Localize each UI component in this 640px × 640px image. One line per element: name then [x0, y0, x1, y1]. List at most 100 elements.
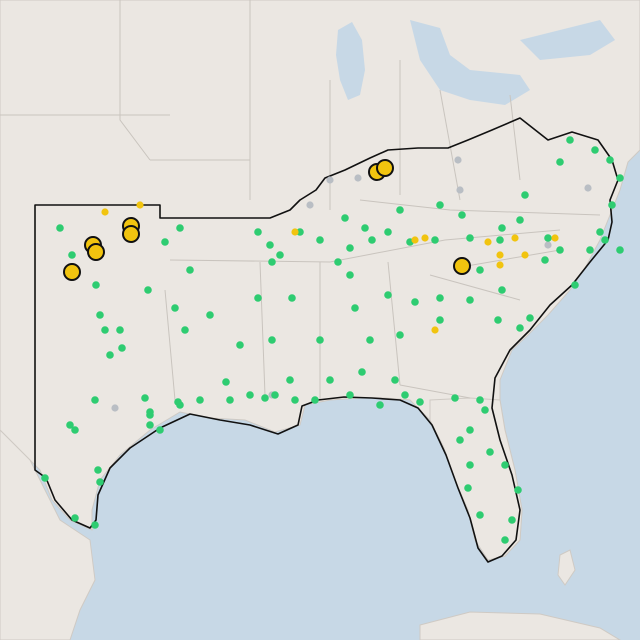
green-marker[interactable]	[466, 461, 474, 469]
green-marker[interactable]	[596, 228, 604, 236]
green-marker[interactable]	[254, 228, 262, 236]
green-marker[interactable]	[456, 436, 464, 444]
green-marker[interactable]	[476, 266, 484, 274]
yellow-marker[interactable]	[551, 234, 559, 242]
green-marker[interactable]	[501, 536, 509, 544]
yellow-marker[interactable]	[496, 251, 504, 259]
green-marker[interactable]	[186, 266, 194, 274]
green-marker[interactable]	[91, 521, 99, 529]
green-marker[interactable]	[146, 408, 154, 416]
green-marker[interactable]	[411, 298, 419, 306]
green-marker[interactable]	[476, 396, 484, 404]
green-marker[interactable]	[92, 281, 100, 289]
green-marker[interactable]	[566, 136, 574, 144]
green-marker[interactable]	[181, 326, 189, 334]
gray-marker[interactable]	[111, 404, 119, 412]
green-marker[interactable]	[384, 228, 392, 236]
gray-marker[interactable]	[456, 186, 464, 194]
green-marker[interactable]	[556, 246, 564, 254]
green-marker[interactable]	[541, 256, 549, 264]
green-marker[interactable]	[466, 296, 474, 304]
green-marker[interactable]	[144, 286, 152, 294]
green-marker[interactable]	[508, 516, 516, 524]
green-marker[interactable]	[358, 368, 366, 376]
green-marker[interactable]	[246, 391, 254, 399]
green-marker[interactable]	[286, 376, 294, 384]
green-marker[interactable]	[616, 174, 624, 182]
yellow-marker[interactable]	[101, 208, 109, 216]
green-marker[interactable]	[68, 251, 76, 259]
green-marker[interactable]	[261, 394, 269, 402]
yellow-marker[interactable]	[411, 236, 419, 244]
green-marker[interactable]	[571, 281, 579, 289]
green-marker[interactable]	[396, 206, 404, 214]
gray-marker[interactable]	[584, 184, 592, 192]
green-marker[interactable]	[464, 484, 472, 492]
large-yellow-marker[interactable]	[122, 225, 140, 243]
green-marker[interactable]	[118, 344, 126, 352]
green-marker[interactable]	[416, 398, 424, 406]
green-marker[interactable]	[436, 201, 444, 209]
large-yellow-marker[interactable]	[63, 263, 81, 281]
gray-marker[interactable]	[306, 201, 314, 209]
green-marker[interactable]	[481, 406, 489, 414]
green-marker[interactable]	[384, 291, 392, 299]
green-marker[interactable]	[206, 311, 214, 319]
large-yellow-marker[interactable]	[376, 159, 394, 177]
green-marker[interactable]	[466, 426, 474, 434]
green-marker[interactable]	[174, 398, 182, 406]
green-marker[interactable]	[608, 201, 616, 209]
green-marker[interactable]	[101, 326, 109, 334]
green-marker[interactable]	[494, 316, 502, 324]
green-marker[interactable]	[486, 448, 494, 456]
green-marker[interactable]	[226, 396, 234, 404]
green-marker[interactable]	[296, 228, 304, 236]
green-marker[interactable]	[498, 224, 506, 232]
yellow-marker[interactable]	[431, 326, 439, 334]
green-marker[interactable]	[556, 158, 564, 166]
green-marker[interactable]	[116, 326, 124, 334]
green-marker[interactable]	[56, 224, 64, 232]
yellow-marker[interactable]	[496, 261, 504, 269]
green-marker[interactable]	[268, 258, 276, 266]
gray-marker[interactable]	[354, 174, 362, 182]
green-marker[interactable]	[458, 211, 466, 219]
large-yellow-marker[interactable]	[453, 257, 471, 275]
green-marker[interactable]	[271, 391, 279, 399]
green-marker[interactable]	[501, 461, 509, 469]
green-marker[interactable]	[516, 324, 524, 332]
green-marker[interactable]	[106, 351, 114, 359]
green-marker[interactable]	[368, 236, 376, 244]
green-marker[interactable]	[436, 316, 444, 324]
green-marker[interactable]	[401, 391, 409, 399]
green-marker[interactable]	[346, 271, 354, 279]
green-marker[interactable]	[436, 294, 444, 302]
large-yellow-marker[interactable]	[87, 243, 105, 261]
green-marker[interactable]	[361, 224, 369, 232]
green-marker[interactable]	[196, 396, 204, 404]
green-marker[interactable]	[222, 378, 230, 386]
gray-marker[interactable]	[544, 241, 552, 249]
green-marker[interactable]	[94, 466, 102, 474]
green-marker[interactable]	[96, 311, 104, 319]
green-marker[interactable]	[96, 478, 104, 486]
green-marker[interactable]	[316, 336, 324, 344]
green-marker[interactable]	[91, 396, 99, 404]
yellow-marker[interactable]	[511, 234, 519, 242]
green-marker[interactable]	[346, 244, 354, 252]
green-marker[interactable]	[326, 376, 334, 384]
green-marker[interactable]	[376, 401, 384, 409]
green-marker[interactable]	[276, 251, 284, 259]
green-marker[interactable]	[141, 394, 149, 402]
green-marker[interactable]	[266, 241, 274, 249]
green-marker[interactable]	[346, 391, 354, 399]
green-marker[interactable]	[171, 304, 179, 312]
green-marker[interactable]	[366, 336, 374, 344]
green-marker[interactable]	[71, 514, 79, 522]
green-marker[interactable]	[451, 394, 459, 402]
yellow-marker[interactable]	[521, 251, 529, 259]
green-marker[interactable]	[291, 396, 299, 404]
green-marker[interactable]	[526, 314, 534, 322]
gray-marker[interactable]	[326, 176, 334, 184]
